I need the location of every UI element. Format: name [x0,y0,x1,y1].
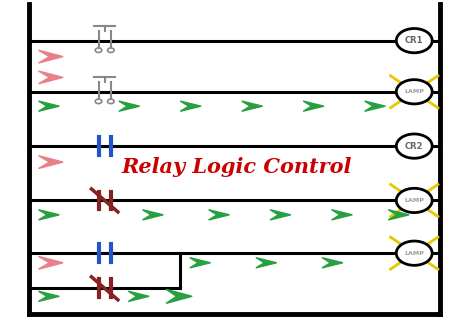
Circle shape [396,80,432,104]
Polygon shape [388,210,409,220]
Text: CR1: CR1 [405,36,423,45]
Text: LAMP: LAMP [404,89,424,94]
Polygon shape [38,156,63,169]
Polygon shape [38,71,63,84]
Circle shape [108,99,114,104]
Polygon shape [365,101,385,111]
Polygon shape [128,291,149,301]
Polygon shape [38,256,63,269]
Circle shape [95,99,102,104]
Polygon shape [209,210,229,220]
Circle shape [95,48,102,52]
Text: CR2: CR2 [405,142,423,151]
Polygon shape [322,258,343,268]
Text: Relay Logic Control: Relay Logic Control [122,157,352,177]
Polygon shape [303,101,324,111]
Polygon shape [242,101,263,111]
Circle shape [108,48,114,52]
Polygon shape [256,258,277,268]
Polygon shape [119,101,140,111]
Polygon shape [190,258,210,268]
Text: LAMP: LAMP [404,198,424,203]
Polygon shape [143,210,163,220]
Polygon shape [331,210,352,220]
Circle shape [396,188,432,213]
Text: LAMP: LAMP [404,251,424,256]
Polygon shape [38,50,63,63]
Polygon shape [270,210,291,220]
Polygon shape [38,210,59,220]
Polygon shape [38,291,59,301]
Polygon shape [38,101,59,111]
Circle shape [396,241,432,265]
Polygon shape [166,289,192,303]
Circle shape [396,29,432,53]
Circle shape [396,134,432,158]
Polygon shape [180,101,201,111]
